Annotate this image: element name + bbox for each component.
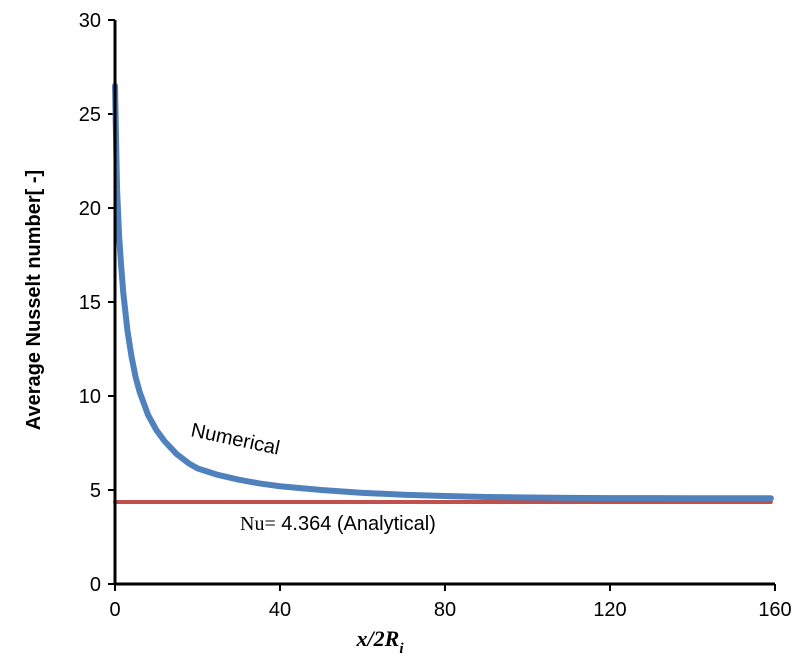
x-axis-label: x/2Ri <box>356 626 405 657</box>
y-tick-label-6: 30 <box>79 10 101 32</box>
y-tick-label-4: 20 <box>79 198 101 220</box>
x-axis-label-subscript: i <box>399 641 404 657</box>
x-tick-label-0: 0 <box>109 599 120 621</box>
analytical-annotation-suffix: 4.364 (Analytical) <box>276 513 436 535</box>
analytical-annotation: Nu= 4.364 (Analytical) <box>240 513 436 535</box>
x-tick-label-2: 80 <box>434 599 456 621</box>
analytical-annotation-prefix: Nu= <box>240 513 276 535</box>
y-axis-ticks: 0 5 10 15 20 25 30 <box>79 10 115 596</box>
series-layer <box>112 82 774 504</box>
x-tick-label-3: 120 <box>593 599 626 621</box>
x-tick-label-1: 40 <box>269 599 291 621</box>
series-line-numerical <box>112 82 774 502</box>
x-tick-label-4: 160 <box>758 599 791 621</box>
y-tick-label-5: 25 <box>79 104 101 126</box>
numerical-annotation: Numerical <box>189 419 282 459</box>
x-axis-label-main: x/2R <box>356 626 400 651</box>
y-axis-label: Average Nusselt number[ -] <box>23 170 45 430</box>
y-tick-label-3: 15 <box>79 292 101 314</box>
y-tick-label-1: 5 <box>90 480 101 502</box>
x-axis-ticks: 0 40 80 120 160 <box>109 584 792 621</box>
y-tick-label-0: 0 <box>90 574 101 596</box>
y-tick-label-2: 10 <box>79 386 101 408</box>
